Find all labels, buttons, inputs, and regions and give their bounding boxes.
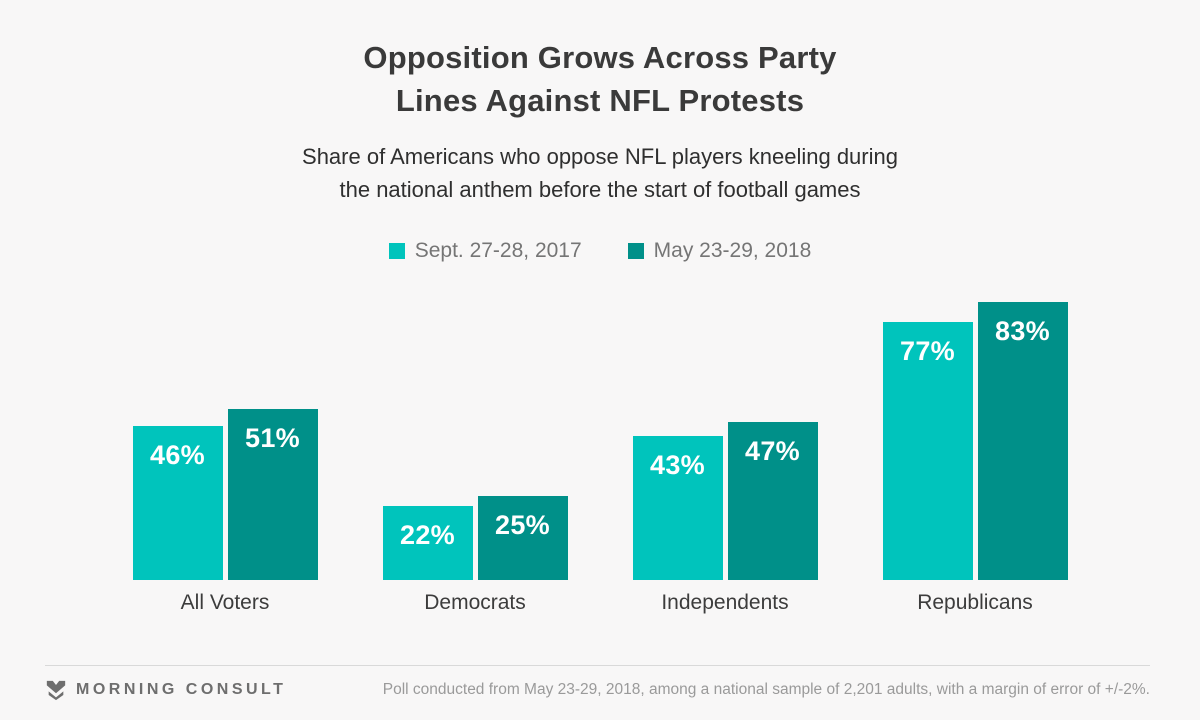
bar-value-label: 46% [150, 439, 205, 470]
brand: MORNING CONSULT [45, 679, 286, 701]
bar-pair: 43% 47% [632, 267, 818, 580]
chart-title: Opposition Grows Across Party Lines Agai… [0, 0, 1200, 123]
bar-chart: 46% 51% All Voters 22% 25% Democrats 43% 47% Ind… [0, 267, 1200, 615]
bar-pair: 46% 51% [132, 267, 318, 580]
bar-group-republicans: 77% 83% Republicans [882, 267, 1068, 615]
bar-group-all-voters: 46% 51% All Voters [132, 267, 318, 615]
legend-swatch-icon [627, 242, 644, 259]
bar-group-independents: 43% 47% Independents [632, 267, 818, 615]
bar-series-0: 43% [632, 435, 723, 580]
chart-title-line1: Opposition Grows Across Party [363, 40, 837, 75]
bar-value-label: 22% [400, 520, 455, 551]
bar-value-label: 77% [900, 335, 955, 366]
legend-item-1: May 23-29, 2018 [627, 238, 812, 263]
bar-value-label: 47% [745, 436, 800, 467]
bar-series-0: 46% [132, 425, 223, 580]
legend-label: May 23-29, 2018 [653, 238, 812, 262]
bar-pair: 22% 25% [382, 267, 568, 580]
chart-title-line2: Lines Against NFL Protests [395, 83, 805, 119]
bar-value-label: 83% [995, 315, 1050, 346]
bar-value-label: 25% [495, 510, 550, 541]
chart-subtitle-line1: Share of Americans who oppose NFL player… [302, 143, 898, 169]
category-label: Democrats [424, 590, 526, 614]
chart-subtitle: Share of Americans who oppose NFL player… [0, 140, 1200, 206]
footer: MORNING CONSULT Poll conducted from May … [45, 665, 1150, 701]
bar-series-1: 83% [977, 301, 1068, 580]
morning-consult-logo-icon [45, 679, 67, 701]
legend-label: Sept. 27-28, 2017 [414, 238, 582, 262]
bar-series-0: 22% [382, 506, 473, 580]
bar-series-1: 47% [727, 422, 818, 580]
bar-group-democrats: 22% 25% Democrats [382, 267, 568, 615]
bar-value-label: 51% [245, 422, 300, 453]
bar-series-0: 77% [882, 321, 973, 580]
bar-pair: 77% 83% [882, 267, 1068, 580]
chart-legend: Sept. 27-28, 2017 May 23-29, 2018 [0, 239, 1200, 263]
bar-series-1: 51% [227, 408, 318, 580]
chart-subtitle-line2: the national anthem before the start of … [339, 176, 861, 202]
category-label: Independents [661, 590, 789, 614]
brand-name: MORNING CONSULT [76, 681, 287, 698]
legend-swatch-icon [388, 242, 405, 259]
category-label: All Voters [180, 590, 270, 614]
bar-value-label: 43% [650, 449, 705, 480]
legend-item-0: Sept. 27-28, 2017 [388, 238, 582, 263]
bar-series-1: 25% [477, 496, 568, 580]
category-label: Republicans [917, 590, 1033, 614]
poll-methodology-note: Poll conducted from May 23-29, 2018, amo… [382, 681, 1150, 698]
